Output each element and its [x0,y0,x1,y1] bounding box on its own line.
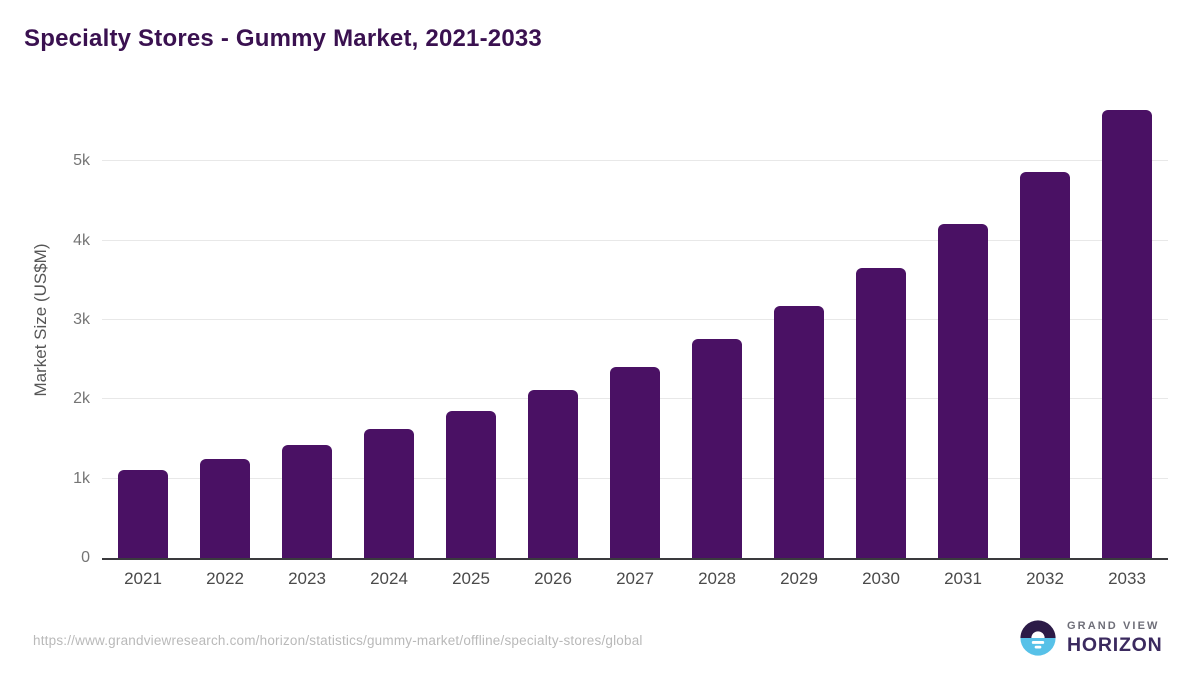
bar-2024 [364,429,414,558]
x-axis-line [102,558,1168,560]
x-tick-label-2033: 2033 [1108,569,1146,588]
y-tick-label-1k: 1k [73,469,90,487]
bar-2028 [692,338,742,558]
bar-column-2029 [758,98,840,558]
x-tick-label-2024: 2024 [370,569,408,588]
x-tick-label-2023: 2023 [288,569,326,588]
plot-area [102,98,1168,560]
bar-2025 [446,410,496,558]
bar-2021 [118,470,168,558]
y-tick-label-0: 0 [81,549,90,566]
chart-title: Specialty Stores - Gummy Market, 2021-20… [24,25,542,52]
horizon-sun-icon [1020,620,1056,656]
bar-2027 [610,366,660,558]
bar-column-2026 [512,98,594,558]
x-tick-label-2025: 2025 [452,569,490,588]
bar-column-2033 [1086,98,1168,558]
x-tick-label-2021: 2021 [124,569,162,588]
x-tick-label-2022: 2022 [206,569,244,588]
bar-column-2025 [430,98,512,558]
y-tick-label-4k: 4k [73,231,90,249]
gridline-3k [102,319,1168,321]
bar-2022 [200,458,250,558]
bar-2026 [528,390,578,558]
y-tick-label-3k: 3k [73,311,90,329]
logo-brand-text: GRAND VIEW [1067,619,1160,632]
logo-text: GRAND VIEW HORIZON [1067,620,1163,657]
bar-column-2030 [840,98,922,558]
y-tick-label-5k: 5k [73,152,90,170]
bar-column-2024 [348,98,430,558]
x-tick-label-2031: 2031 [944,569,982,588]
bar-2033 [1102,109,1152,558]
bar-column-2022 [184,98,266,558]
gridline-5k [102,160,1168,162]
bar-column-2027 [594,98,676,558]
x-tick-label-2032: 2032 [1026,569,1064,588]
x-tick-label-2027: 2027 [616,569,654,588]
bar-2030 [856,267,906,558]
x-tick-label-2026: 2026 [534,569,572,588]
y-tick-label-2k: 2k [73,390,90,408]
bar-2023 [282,445,332,558]
bar-2031 [938,223,988,558]
bars-container [102,98,1168,558]
source-url: https://www.grandviewresearch.com/horizo… [33,633,643,648]
bar-column-2031 [922,98,1004,558]
x-tick-label-2030: 2030 [862,569,900,588]
bar-column-2032 [1004,98,1086,558]
x-tick-label-2029: 2029 [780,569,818,588]
bar-column-2021 [102,98,184,558]
bar-2029 [774,305,824,558]
logo-product-text: HORIZON [1067,633,1163,656]
x-axis-labels: 2021 2022 2023 2024 2025 2026 2027 2028 2029 2030… [102,569,1168,589]
y-axis-ticks: 0 1k 2k 3k 4k 5k [0,0,90,675]
grand-view-horizon-logo: GRAND VIEW HORIZON [1019,619,1163,657]
gridline-4k [102,239,1168,241]
bar-2032 [1020,171,1070,558]
bar-column-2023 [266,98,348,558]
x-tick-label-2028: 2028 [698,569,736,588]
bar-column-2028 [676,98,758,558]
